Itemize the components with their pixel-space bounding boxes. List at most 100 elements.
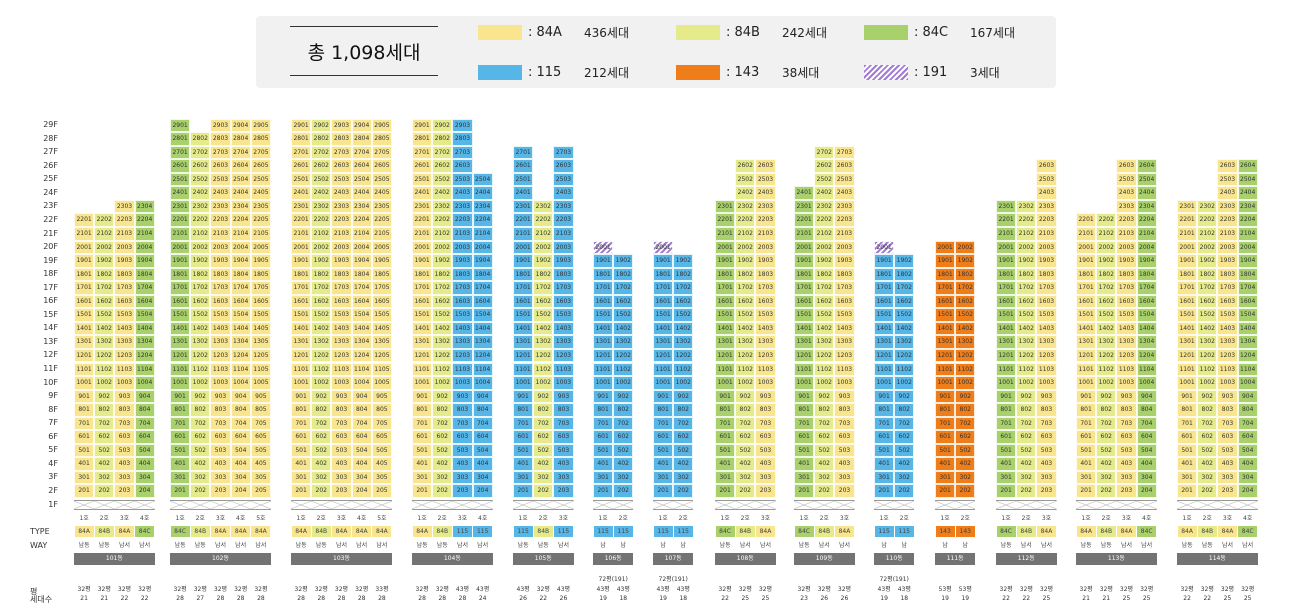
unit-cell: 2701 [513,145,534,160]
unit-cell: 403 [1036,457,1057,471]
unit-direction: 남동 [517,542,529,549]
unit-cell: 1503 [1036,308,1057,322]
unit-cell: 801 [593,403,614,417]
ground-floor-pilotis [74,500,155,510]
unit-cell: 502 [311,443,332,458]
unit-cell: 704 [1237,416,1258,431]
unit-cell: 1403 [210,321,231,336]
unit-cell: 2702 [432,145,453,160]
unit-pyeong: 32평 [797,586,811,593]
unit-cell: 1902 [94,254,115,268]
unit-pyeong: 32평 [193,586,207,593]
unit-cell: 2201 [412,213,433,227]
unit-cell: 1504 [351,308,372,322]
unit-cell: 1502 [311,308,332,322]
unit-cell: 803 [1217,403,1238,417]
unit-cell: 2102 [190,227,211,241]
unit-cell: 1002 [432,376,453,390]
unit-cell: 901 [1177,389,1198,404]
unit-cell: 2402 [735,186,756,200]
unit-household-count: 28 [458,595,467,602]
unit-cell: 702 [735,416,756,431]
unit-cell: 501 [794,443,815,458]
unit-cell: 2104 [1136,227,1157,241]
floor-label: 29F [43,120,58,130]
unit-household-count: 28 [337,595,346,602]
unit-cell: 302 [94,470,115,485]
unit-type-badge: 115 [553,526,574,537]
unit-household-count: 28 [297,595,305,602]
unit-cell: 2801 [412,132,433,146]
unit-cell: 1402 [190,321,211,336]
unit-cell: 902 [533,389,554,404]
unit-direction: 남동 [78,542,90,549]
unit-cell: 1901 [74,254,95,268]
unit-cell: 205 [371,484,392,498]
unit-cell: 903 [1116,389,1137,404]
unit-cell: 705 [250,416,271,431]
unit-cell: 501 [593,443,614,458]
unit-household-count: 26 [840,595,849,602]
unit-cell: 602 [190,430,211,444]
unit-cell: 2102 [1096,227,1117,241]
unit-cell: 1903 [755,254,776,268]
floor-label: 9F [48,391,58,401]
unit-direction: 남서 [1141,542,1153,549]
unit-cell: 2001 [74,240,95,255]
unit-cell: 205 [250,484,271,498]
unit-cell: 202 [432,484,453,498]
unit-cell: 403 [1116,457,1137,471]
unit-cell: 1703 [1116,281,1137,295]
unit-cell: 202 [1096,484,1117,498]
unit-cell: 1704 [351,281,372,295]
unit-pyeong: 32평 [1140,586,1154,593]
unit-cell: 802 [533,403,554,417]
unit-household-count: 28 [317,595,326,602]
unit-cell: 1002 [311,376,332,390]
unit-cell: 1401 [794,321,815,336]
unit-cell: 702 [94,416,115,431]
unit-cell: 1701 [996,281,1017,295]
unit-cell: 2004 [134,240,155,255]
unit-cell: 2904 [230,118,251,133]
unit-direction: 남동 [315,542,327,549]
unit-cell: 1801 [170,267,191,282]
unit-pyeong: 43평 [596,586,610,593]
unit-cell: 702 [311,416,332,431]
unit-cell: 1203 [114,348,135,363]
unit-cell: 501 [74,443,95,458]
unit-cell: 901 [935,389,956,404]
unit-cell: 2005 [371,240,392,255]
unit-cell: 902 [1197,389,1218,404]
unit-cell: 201 [412,484,433,498]
unit-cell: 2702 [190,145,211,160]
unit-cell: 1801 [74,267,95,282]
unit-cell: 2204 [472,213,493,227]
unit-cell: 1504 [472,308,493,322]
building-name-bar: 108동 [715,553,776,565]
unit-cell: 905 [250,389,271,404]
unit-type-badge: 84A [352,526,372,537]
unit-cell: 1201 [935,348,956,363]
unit-cell: 2301 [291,199,312,214]
unit-cell: 1803 [331,267,352,282]
unit-cell: 2402 [190,186,211,200]
unit-cell: 2001 [1177,240,1198,255]
unit-cell: 1502 [955,308,976,322]
unit-direction: 남동 [1201,542,1213,549]
unit-cell: 1903 [1116,254,1137,268]
unit-cell: 1303 [114,335,135,349]
unit-cell: 302 [190,470,211,485]
unit-cell: 1201 [1076,348,1097,363]
unit-cell: 1402 [735,321,756,336]
legend-swatch [478,25,522,40]
unit-cell: 1302 [814,335,835,349]
unit-cell: 1602 [533,294,554,309]
unit-cell: 1402 [894,321,915,336]
unit-cell: 1603 [114,294,135,309]
unit-pyeong: 32평 [173,586,187,593]
unit-cell: 1901 [874,254,895,268]
unit-cell: 603 [1036,430,1057,444]
unit-cell: 1902 [1096,254,1117,268]
unit-cell: 1002 [1016,376,1037,390]
